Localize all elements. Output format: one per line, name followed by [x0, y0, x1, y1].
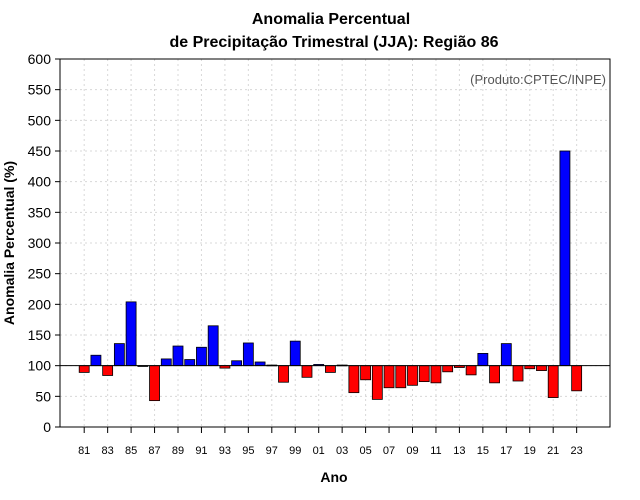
y-tick-label: 100: [28, 358, 52, 374]
x-tick-label: 01: [313, 445, 325, 457]
y-tick-label: 150: [28, 327, 52, 343]
plot-frame: [59, 58, 611, 428]
x-axis: 81 83 85 87 89 91 93 95 97 99 01 03 05 07 09 11 13 15 17 19…: [78, 427, 583, 457]
bar-21: [547, 365, 559, 398]
y-tick-label: 400: [28, 174, 52, 190]
bar-22: [559, 150, 571, 367]
bar-90: [184, 359, 196, 367]
bar-81: [78, 365, 90, 373]
x-tick-label: 05: [359, 445, 371, 457]
x-tick-label: 97: [266, 445, 278, 457]
y-tick-label: 0: [43, 419, 51, 435]
x-tick-label: 09: [406, 445, 418, 457]
bar-00: [301, 365, 313, 378]
x-tick-label: 11: [430, 445, 441, 457]
bar-02: [325, 365, 336, 373]
x-tick-label: 19: [524, 445, 536, 457]
bar-08: [395, 365, 407, 389]
x-tick-label: 81: [78, 445, 90, 457]
bar-12: [442, 365, 454, 373]
x-axis-label: Ano: [320, 469, 347, 485]
x-tick-label: 95: [242, 445, 254, 457]
bar-15: [477, 352, 489, 367]
bar-05: [360, 365, 372, 381]
bar-17: [500, 343, 512, 367]
bar-99: [289, 340, 301, 367]
bar-16: [489, 365, 500, 384]
x-tick-label: 07: [383, 445, 395, 457]
bar-20: [536, 365, 547, 371]
y-tick-label: 50: [35, 388, 51, 404]
y-tick-label: 550: [28, 82, 52, 98]
y-tick-label: 450: [28, 143, 52, 159]
bar-88: [160, 358, 172, 367]
y-tick-label: 250: [28, 266, 52, 282]
bar-04: [348, 365, 360, 394]
chart-title-line1: Anomalia Percentual: [252, 11, 410, 28]
bar-10: [418, 365, 430, 383]
x-tick-label: 93: [219, 445, 231, 457]
x-tick-label: 17: [500, 445, 512, 457]
y-tick-label: 600: [28, 51, 52, 67]
bar-07: [383, 365, 395, 389]
bar-84: [113, 343, 125, 367]
y-axis-label: Anomalia Percentual (%): [1, 161, 17, 325]
x-tick-label: 83: [102, 445, 114, 457]
y-axis: 0 50 100 150 200 250 300 350 400 450 500 550 600: [28, 51, 60, 435]
x-tick-label: 13: [453, 445, 465, 457]
bar-09: [407, 365, 418, 386]
x-tick-label: 85: [125, 445, 137, 457]
chart-title-line2: de Precipitação Trimestral (JJA): Região…: [169, 34, 498, 51]
y-tick-label: 200: [28, 296, 52, 312]
x-tick-label: 87: [148, 445, 160, 457]
bar-23: [571, 365, 583, 392]
bar-95: [242, 342, 254, 367]
y-tick-label: 500: [28, 112, 52, 128]
bar-98: [278, 365, 289, 383]
bar-11: [430, 365, 442, 384]
y-tick-label: 300: [28, 235, 52, 251]
x-tick-label: 99: [289, 445, 301, 457]
bar-89: [172, 345, 184, 367]
x-tick-label: 89: [172, 445, 184, 457]
bar-96: [254, 361, 266, 367]
x-tick-label: 03: [336, 445, 348, 457]
y-tick-label: 350: [28, 204, 52, 220]
bar-87: [149, 365, 160, 402]
bar-18: [512, 365, 524, 382]
credit-text: (Produto:CPTEC/INPE): [470, 72, 606, 87]
bar-85: [125, 301, 137, 367]
bar-94: [231, 360, 243, 367]
bar-91: [196, 346, 207, 367]
bar-92: [207, 325, 219, 367]
bar-82: [90, 354, 102, 367]
bar-83: [102, 365, 114, 376]
bar-14: [465, 365, 477, 376]
x-tick-label: 91: [195, 445, 207, 457]
x-tick-label: 23: [571, 445, 583, 457]
bar-06: [371, 365, 383, 400]
x-tick-label: 15: [477, 445, 489, 457]
x-tick-label: 21: [547, 445, 559, 457]
